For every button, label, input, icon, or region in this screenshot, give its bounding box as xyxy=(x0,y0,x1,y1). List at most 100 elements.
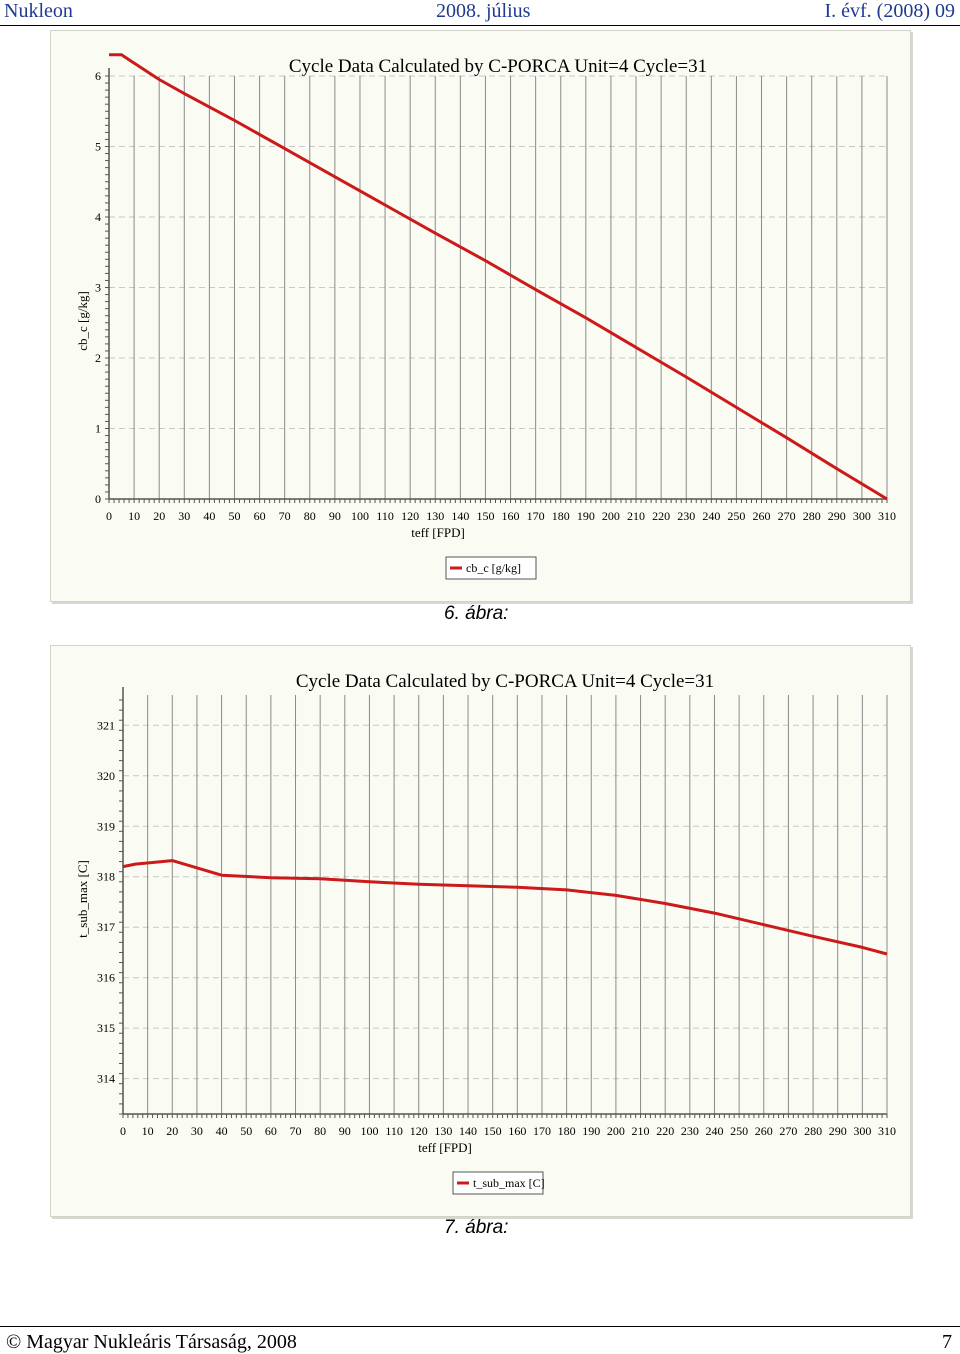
chart-2-title: Cycle Data Calculated by C-PORCA Unit=4 … xyxy=(296,671,714,692)
x-tick-label: 0 xyxy=(106,509,112,523)
x-tick-label: 170 xyxy=(533,1124,551,1138)
x-tick-label: 240 xyxy=(702,509,720,523)
x-tick-label: 40 xyxy=(203,509,215,523)
x-tick-label: 80 xyxy=(314,1124,326,1138)
chart-panel-2: Cycle Data Calculated by C-PORCA Unit=4 … xyxy=(50,645,911,1217)
x-tick-label: 200 xyxy=(602,509,620,523)
x-tick-label: 50 xyxy=(228,509,240,523)
x-tick-label: 60 xyxy=(265,1124,277,1138)
x-tick-label: 160 xyxy=(502,509,520,523)
x-tick-label: 160 xyxy=(508,1124,526,1138)
x-tick-label: 310 xyxy=(878,1124,896,1138)
x-tick-label: 140 xyxy=(451,509,469,523)
y-tick-label: 317 xyxy=(97,920,115,934)
x-tick-label: 230 xyxy=(681,1124,699,1138)
x-tick-label: 170 xyxy=(527,509,545,523)
x-tick-label: 210 xyxy=(632,1124,650,1138)
x-tick-label: 190 xyxy=(582,1124,600,1138)
x-tick-label: 280 xyxy=(804,1124,822,1138)
x-tick-label: 30 xyxy=(191,1124,203,1138)
header-rule xyxy=(0,25,960,26)
x-tick-label: 20 xyxy=(166,1124,178,1138)
series-line xyxy=(109,53,888,501)
x-tick-label: 200 xyxy=(607,1124,625,1138)
x-tick-label: 300 xyxy=(853,509,871,523)
x-tick-label: 90 xyxy=(339,1124,351,1138)
chart-panel-1: Cycle Data Calculated by C-PORCA Unit=4 … xyxy=(50,30,911,602)
x-axis-label: teff [FPD] xyxy=(418,1140,472,1155)
x-tick-label: 260 xyxy=(755,1124,773,1138)
x-tick-label: 250 xyxy=(730,1124,748,1138)
x-tick-label: 30 xyxy=(178,509,190,523)
y-tick-label: 314 xyxy=(97,1072,115,1086)
figure-caption-1: 6. ábra: xyxy=(444,603,509,624)
x-tick-label: 210 xyxy=(627,509,645,523)
y-tick-label: 2 xyxy=(95,351,101,365)
chart-1-title: Cycle Data Calculated by C-PORCA Unit=4 … xyxy=(289,56,707,77)
y-axis-label: cb_c [g/kg] xyxy=(75,291,90,351)
x-axis-label: teff [FPD] xyxy=(411,525,465,540)
header-journal: Nukleon xyxy=(4,0,73,22)
y-tick-label: 4 xyxy=(95,210,101,224)
x-tick-label: 220 xyxy=(656,1124,674,1138)
x-tick-label: 230 xyxy=(677,509,695,523)
x-tick-label: 130 xyxy=(434,1124,452,1138)
x-tick-label: 300 xyxy=(853,1124,871,1138)
x-tick-label: 10 xyxy=(142,1124,154,1138)
x-tick-label: 270 xyxy=(778,509,796,523)
legend-box xyxy=(452,1171,544,1195)
x-tick-label: 120 xyxy=(401,509,419,523)
footer-copyright: © Magyar Nukleáris Társaság, 2008 xyxy=(6,1331,297,1353)
page-header: Nukleon 2008. július I. évf. (2008) 09 xyxy=(0,0,960,26)
header-volume: I. évf. (2008) 09 xyxy=(824,0,955,22)
x-tick-label: 150 xyxy=(484,1124,502,1138)
x-tick-label: 290 xyxy=(829,1124,847,1138)
x-tick-label: 250 xyxy=(727,509,745,523)
x-tick-label: 110 xyxy=(376,509,394,523)
legend-label: cb_c [g/kg] xyxy=(466,561,521,575)
x-tick-label: 130 xyxy=(426,509,444,523)
x-tick-label: 70 xyxy=(279,509,291,523)
x-tick-label: 260 xyxy=(753,509,771,523)
y-tick-label: 319 xyxy=(97,819,115,833)
y-tick-label: 6 xyxy=(95,69,101,83)
x-tick-label: 310 xyxy=(878,509,896,523)
y-tick-label: 5 xyxy=(95,140,101,154)
series-line xyxy=(122,859,888,956)
y-tick-label: 316 xyxy=(97,971,115,985)
y-tick-label: 3 xyxy=(95,281,101,295)
x-tick-label: 290 xyxy=(828,509,846,523)
x-tick-label: 100 xyxy=(351,509,369,523)
x-tick-label: 140 xyxy=(459,1124,477,1138)
x-tick-label: 20 xyxy=(153,509,165,523)
x-tick-label: 70 xyxy=(290,1124,302,1138)
y-tick-label: 315 xyxy=(97,1021,115,1035)
y-tick-label: 318 xyxy=(97,870,115,884)
x-tick-label: 60 xyxy=(254,509,266,523)
footer-rule xyxy=(0,1326,960,1327)
x-tick-label: 40 xyxy=(216,1124,228,1138)
x-tick-label: 50 xyxy=(240,1124,252,1138)
x-tick-label: 10 xyxy=(128,509,140,523)
x-tick-label: 90 xyxy=(329,509,341,523)
y-axis-label: t_sub_max [C] xyxy=(75,860,90,938)
x-tick-label: 180 xyxy=(558,1124,576,1138)
x-tick-label: 280 xyxy=(803,509,821,523)
x-tick-label: 0 xyxy=(120,1124,126,1138)
footer-page-number: 7 xyxy=(942,1331,952,1353)
figure-caption-2: 7. ábra: xyxy=(444,1217,509,1238)
x-tick-label: 120 xyxy=(410,1124,428,1138)
chart-2-svg: Cycle Data Calculated by C-PORCA Unit=4 … xyxy=(75,671,896,1195)
x-tick-label: 270 xyxy=(779,1124,797,1138)
y-tick-label: 321 xyxy=(97,718,115,732)
x-tick-label: 100 xyxy=(360,1124,378,1138)
x-tick-label: 240 xyxy=(705,1124,723,1138)
header-date: 2008. július xyxy=(436,0,531,22)
x-tick-label: 190 xyxy=(577,509,595,523)
y-tick-label: 320 xyxy=(97,769,115,783)
x-tick-label: 150 xyxy=(476,509,494,523)
x-tick-label: 180 xyxy=(552,509,570,523)
x-tick-label: 110 xyxy=(385,1124,403,1138)
legend-label: t_sub_max [C] xyxy=(473,1176,545,1190)
legend-box xyxy=(445,556,537,580)
